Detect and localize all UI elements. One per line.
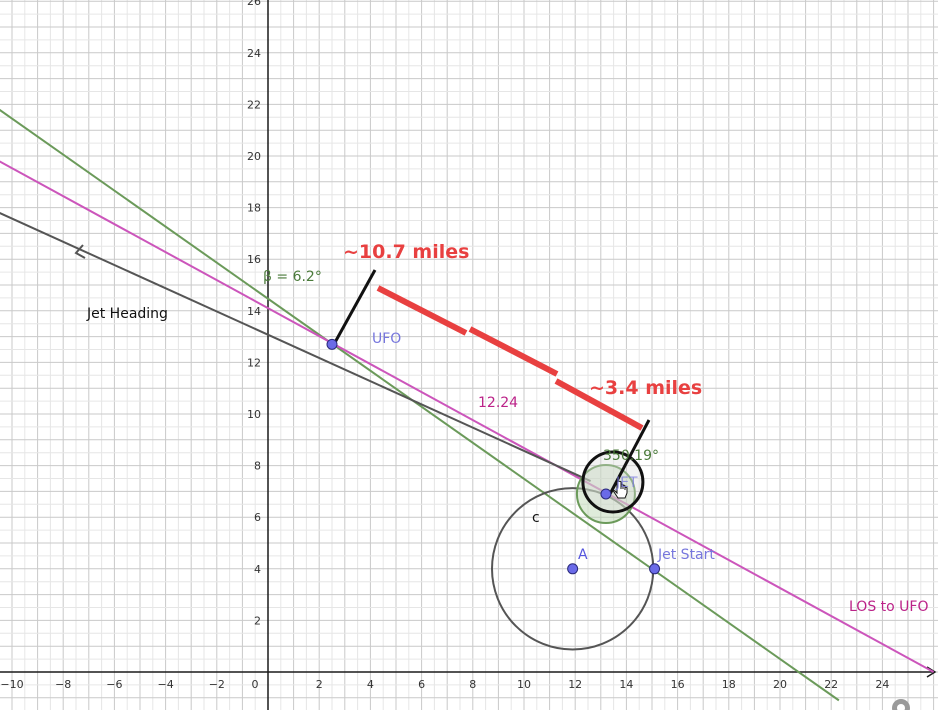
x-tick-label: −2	[209, 678, 225, 691]
x-tick-label: 4	[367, 678, 374, 691]
jet-highlight-circle[interactable]	[581, 450, 645, 514]
y-tick-label: 12	[247, 356, 261, 369]
x-tick-label: 22	[824, 678, 838, 691]
distance-label-10-7: ~10.7 miles	[343, 241, 469, 263]
jet-label[interactable]: JET	[615, 475, 638, 491]
x-tick-label: 8	[469, 678, 476, 691]
point-a-label[interactable]: A	[578, 547, 588, 563]
x-tick-label: 20	[773, 678, 787, 691]
constructions	[0, 108, 935, 702]
jet-start-point[interactable]	[649, 563, 661, 575]
jet-point[interactable]	[600, 488, 612, 500]
y-tick-label: 18	[247, 202, 261, 215]
beta-angle-label[interactable]: β = 6.2°	[263, 269, 322, 285]
x-tick-label: 6	[418, 678, 425, 691]
y-tick-label: 14	[247, 305, 261, 318]
distance-bar-2	[468, 326, 559, 377]
x-tick-label: −6	[106, 678, 122, 691]
x-tick-label: −8	[55, 678, 71, 691]
x-tick-label: 18	[722, 678, 736, 691]
points	[326, 338, 661, 575]
los-length-label[interactable]: 12.24	[478, 395, 518, 411]
graphics-settings-icon[interactable]	[892, 699, 910, 710]
y-tick-label: 8	[254, 460, 261, 473]
los-to-ufo-label[interactable]: LOS to UFO	[849, 599, 928, 615]
y-tick-label: 10	[247, 408, 261, 421]
x-tick-label: 16	[671, 678, 685, 691]
x-tick-label: 2	[316, 678, 323, 691]
jet-heading-label[interactable]: Jet Heading	[86, 306, 168, 322]
point-a[interactable]	[567, 563, 579, 575]
los-to-ufo-line[interactable]	[0, 160, 935, 673]
ufo-point[interactable]	[326, 338, 338, 350]
jet-heading-line[interactable]	[0, 212, 591, 482]
jet-heading-arrow-icon	[74, 244, 86, 259]
y-tick-label: 22	[247, 98, 261, 111]
jet-tick-mark	[608, 419, 651, 495]
y-tick-label: 4	[254, 563, 261, 576]
y-tick-label: 20	[247, 150, 261, 163]
y-tick-label: 16	[247, 253, 261, 266]
y-tick-label: 2	[254, 614, 261, 627]
x-tick-label: 0	[252, 678, 259, 691]
jet-start-label[interactable]: Jet Start	[657, 547, 715, 563]
x-axis-arrow-icon	[926, 666, 937, 678]
circle-c-label[interactable]: c	[532, 510, 540, 526]
ufo-label[interactable]: UFO	[372, 331, 401, 347]
distance-bar-1	[376, 285, 468, 336]
x-tick-label: 10	[517, 678, 531, 691]
hand-cursor-icon	[613, 480, 628, 499]
x-tick-label: 12	[568, 678, 582, 691]
x-tick-label: 24	[875, 678, 889, 691]
x-tick-label: 14	[619, 678, 633, 691]
axis-ticks: −10 −8 −6 −4 −2 0 2 4 6 8 10 12 14 16 18 20 22 2424681012…	[0, 0, 889, 691]
green-line[interactable]	[0, 108, 840, 702]
x-tick-label: −10	[0, 678, 23, 691]
y-tick-label: 24	[247, 47, 261, 60]
y-tick-label: 26	[247, 0, 261, 8]
x-tick-label: −4	[157, 678, 173, 691]
labels: β = 6.2° ~10.7 miles ~3.4 miles Jet Head…	[86, 241, 928, 615]
distance-bar-3	[554, 378, 644, 431]
y-tick-label: 6	[254, 511, 261, 524]
angle-label[interactable]: 350.19°	[603, 448, 659, 464]
distance-annotation	[331, 269, 651, 495]
ufo-tick-mark	[331, 269, 377, 347]
distance-label-3-4: ~3.4 miles	[589, 377, 702, 399]
